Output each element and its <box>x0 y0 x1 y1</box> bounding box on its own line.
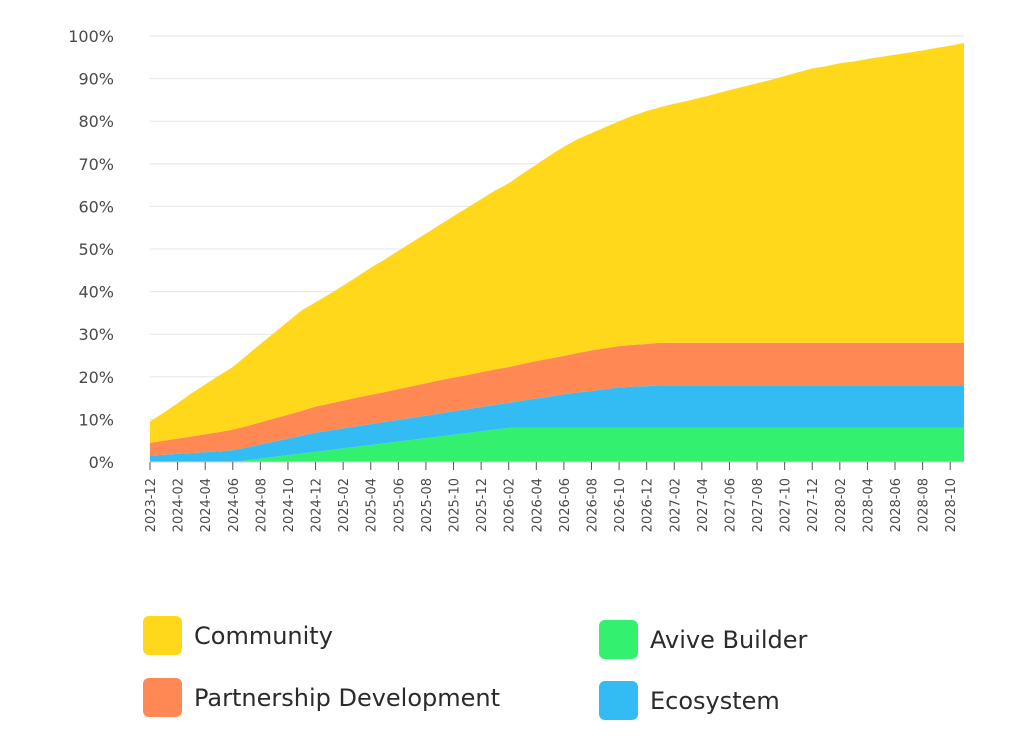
x-tick-label: 2023-12 <box>144 478 159 532</box>
legend-label-partnership-development: Partnership Development <box>194 683 501 712</box>
x-tick-label: 2026-02 <box>503 478 518 532</box>
x-tick-label: 2026-08 <box>585 478 600 532</box>
x-tick-label: 2026-12 <box>641 478 656 532</box>
y-tick-label: 90% <box>78 70 114 89</box>
x-tick-label: 2026-04 <box>530 478 545 532</box>
x-tick-label: 2024-06 <box>227 478 242 532</box>
area-avive-builder <box>150 427 964 462</box>
y-tick-label: 70% <box>78 155 114 174</box>
legend-swatch-ecosystem <box>599 681 638 720</box>
x-tick-label: 2025-02 <box>337 478 352 532</box>
x-tick-label: 2026-10 <box>613 478 628 532</box>
x-tick-label: 2025-06 <box>392 478 407 532</box>
area-series-group <box>150 42 964 462</box>
x-tick-label: 2025-04 <box>365 478 380 532</box>
y-tick-label: 0% <box>89 453 114 472</box>
legend-label-community: Community <box>194 621 333 650</box>
legend-swatch-avive-builder <box>599 620 638 659</box>
legend-swatch-community <box>143 616 182 655</box>
x-tick-label: 2028-04 <box>861 478 876 532</box>
x-tick-label: 2027-04 <box>696 478 711 532</box>
area-partnership-development <box>150 342 964 456</box>
legend-swatch-partnership-development <box>143 678 182 717</box>
x-tick-label: 2026-06 <box>558 478 573 532</box>
x-tick-label: 2028-06 <box>889 478 904 532</box>
x-tick-label: 2025-08 <box>420 478 435 532</box>
x-tick-label: 2024-04 <box>199 478 214 532</box>
x-tick-label: 2025-12 <box>475 478 490 532</box>
legend-item-community: Community <box>143 616 333 655</box>
y-tick-label: 100% <box>68 27 114 46</box>
legend-item-avive-builder: Avive Builder <box>599 620 807 659</box>
y-tick-label: 20% <box>78 368 114 387</box>
x-tick-label: 2025-10 <box>448 478 463 532</box>
legend-label-ecosystem: Ecosystem <box>650 686 780 715</box>
x-tick-label: 2027-02 <box>668 478 683 532</box>
x-tick-label: 2028-08 <box>917 478 932 532</box>
y-tick-label: 50% <box>78 240 114 259</box>
x-tick-label: 2028-10 <box>944 478 959 532</box>
y-tick-label: 10% <box>78 410 114 429</box>
legend-label-avive-builder: Avive Builder <box>650 625 808 654</box>
area-ecosystem <box>150 385 964 462</box>
y-tick-label: 60% <box>78 197 114 216</box>
y-axis: 0% 10% 20% 30% 40% 50% 60% 70% 80% 90% 100% <box>68 27 114 472</box>
x-axis: 2023-12 2024-02 2024-04 2024-06 2024-08 2024-… <box>144 461 964 532</box>
x-tick-label: 2028-02 <box>834 478 849 532</box>
area-community <box>150 42 964 443</box>
y-tick-label: 80% <box>78 112 114 131</box>
x-tick-label: 2024-10 <box>282 478 297 532</box>
y-tick-label: 30% <box>78 325 114 344</box>
x-tick-label: 2024-08 <box>254 478 269 532</box>
x-tick-label: 2024-02 <box>172 478 187 532</box>
legend-item-ecosystem: Ecosystem <box>599 681 780 720</box>
y-tick-label: 40% <box>78 283 114 302</box>
x-tick-label: 2027-10 <box>779 478 794 532</box>
legend-item-partnership-development: Partnership Development <box>143 678 500 717</box>
x-tick-label: 2027-08 <box>751 478 766 532</box>
stacked-area-chart: 0% 10% 20% 30% 40% 50% 60% 70% 80% 90% 100% 2023-1… <box>68 27 964 532</box>
x-tick-label: 2027-06 <box>723 478 738 532</box>
x-tick-label: 2024-12 <box>310 478 325 532</box>
x-tick-label: 2027-12 <box>806 478 821 532</box>
